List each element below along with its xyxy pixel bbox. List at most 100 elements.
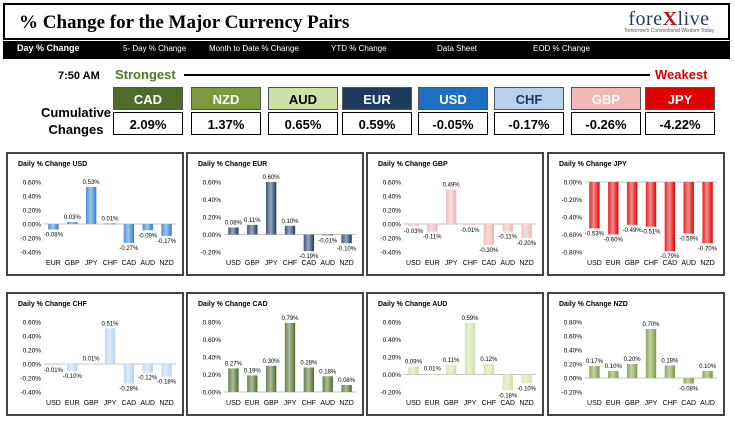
bar-usd: [408, 224, 419, 227]
x-tick-label: CHF: [663, 400, 677, 407]
data-label: -0.11%: [498, 235, 517, 241]
bar-eur: [67, 364, 78, 371]
tab-month-to-date-change[interactable]: Month to Date % Change: [209, 44, 299, 53]
x-tick-label: CAD: [481, 260, 496, 267]
y-tick-label: 0.20%: [23, 208, 42, 215]
bar-aud: [502, 224, 513, 232]
tab-eod-change[interactable]: EOD % Change: [533, 44, 590, 53]
y-tick-label: -0.60%: [561, 232, 582, 239]
chart-title: Daily % Change JPY: [559, 161, 627, 168]
data-label: -0.53%: [585, 231, 605, 237]
x-tick-label: NZD: [159, 260, 173, 267]
data-label: -0.18%: [157, 380, 177, 386]
data-label: 0.79%: [281, 316, 299, 322]
data-label: 0.03%: [64, 215, 82, 221]
data-label: -0.01%: [318, 239, 338, 245]
time-label: 7:50 AM: [58, 70, 100, 82]
data-label: -0.19%: [299, 254, 319, 260]
tile-value: 2.09%: [113, 112, 183, 135]
bar-aud: [142, 224, 153, 231]
chart-title: Daily % Change CAD: [198, 301, 268, 308]
bar-cad: [483, 224, 495, 245]
y-tick-label: -0.20%: [561, 197, 582, 204]
y-tick-label: 0.40%: [383, 194, 402, 201]
bar-nzd: [521, 224, 532, 238]
data-label: 0.19%: [244, 368, 262, 374]
x-tick-label: EUR: [425, 400, 440, 407]
tile-eur: EUR 0.59%: [342, 87, 412, 135]
data-label: 0.60%: [263, 175, 281, 181]
x-tick-label: USD: [226, 400, 241, 407]
x-tick-label: GBP: [65, 260, 80, 267]
x-tick-label: CHF: [644, 260, 658, 267]
chart-panel-1: Daily % Change EUR 0.60% 0.40% 0.20% 0.00% -0…: [186, 152, 364, 276]
data-label: 0.51%: [101, 321, 119, 327]
logo-tagline: Tomorrow's Conventional Wisdom Today: [623, 28, 714, 34]
chart-panel-6: Daily % Change AUD 0.60% 0.40% 0.20% 0.00% -0…: [366, 292, 544, 416]
bar-nzd: [161, 224, 172, 236]
bar-nzd: [521, 374, 532, 384]
tile-currency-label: JPY: [645, 87, 715, 110]
bar-nzd: [702, 182, 713, 244]
tab-data-sheet[interactable]: Data Sheet: [437, 44, 478, 53]
y-tick-label: -0.20%: [20, 236, 41, 243]
tab-5-day-change[interactable]: 5- Day % Change: [123, 44, 187, 53]
bar-chart: 0.60% 0.40% 0.20% 0.00% -0.20% 0.08% USD 0.11% G…: [200, 175, 357, 267]
chart-panel-5: Daily % Change CAD 0.80% 0.60% 0.40% 0.20% 0.…: [186, 292, 364, 416]
tile-value: 0.65%: [268, 112, 338, 135]
bar-jpy: [265, 182, 277, 235]
y-tick-label: 0.20%: [383, 355, 402, 362]
y-tick-label: -0.80%: [561, 250, 582, 257]
data-label: 0.10%: [281, 219, 299, 225]
x-tick-label: CAD: [500, 400, 515, 407]
data-label: 0.27%: [225, 361, 243, 367]
tile-currency-label: GBP: [571, 87, 641, 110]
tile-currency-label: USD: [418, 87, 488, 110]
bar-chf: [664, 365, 676, 378]
chart-title: Daily % Change EUR: [198, 161, 268, 168]
page-title: % Change for the Major Currency Pairs: [19, 12, 350, 33]
nav-bar: Day % Change 5- Day % Change Month to Da…: [3, 41, 730, 59]
y-tick-label: 0.00%: [564, 180, 583, 187]
x-tick-label: CHF: [463, 260, 477, 267]
bar-aud: [322, 376, 333, 392]
data-label: -0.27%: [119, 246, 139, 252]
bar-usd: [48, 364, 59, 365]
y-tick-label: 0.40%: [203, 197, 222, 204]
bar-chart: 0.60% 0.40% 0.20% 0.00% -0.20% -0.40% -0.03% US…: [380, 180, 536, 268]
x-tick-label: JPY: [645, 400, 658, 407]
data-label: -0.59%: [679, 237, 699, 243]
data-label: -0.18%: [498, 393, 518, 399]
bar-cad: [683, 378, 694, 384]
data-label: 0.11%: [443, 358, 460, 364]
bar-gbp: [85, 363, 97, 365]
bar-cad: [123, 224, 135, 243]
x-tick-label: NZD: [339, 260, 353, 267]
tab-day-change[interactable]: Day % Change: [17, 43, 80, 53]
x-tick-label: AUD: [140, 260, 155, 267]
strength-arrow-line: [184, 74, 650, 76]
chart-panel-4: Daily % Change CHF 0.60% 0.40% 0.20% 0.00% -0…: [6, 292, 184, 416]
data-label: -0.30%: [479, 248, 499, 254]
data-label: -0.10%: [337, 246, 357, 252]
chart-title: Daily % Change AUD: [378, 301, 448, 308]
chart-title: Daily % Change NZD: [559, 301, 628, 308]
tile-value: -0.26%: [571, 112, 641, 135]
x-tick-label: JPY: [445, 260, 458, 267]
y-tick-label: -0.20%: [380, 236, 401, 243]
x-tick-label: USD: [406, 400, 421, 407]
data-label: -0.12%: [138, 375, 158, 381]
tile-value: -4.22%: [645, 112, 715, 135]
data-label: 0.11%: [244, 218, 261, 224]
tab-ytd-change[interactable]: YTD % Change: [331, 44, 387, 53]
data-label: 0.01%: [83, 356, 101, 362]
bar-eur: [427, 373, 438, 375]
bar-chart: 0.80% 0.60% 0.40% 0.20% 0.00% 0.27% USD 0.19% EU…: [203, 316, 356, 407]
y-tick-label: 0.40%: [23, 334, 42, 341]
data-label: 0.18%: [319, 369, 337, 375]
chart-panel-0: Daily % Change USD 0.60% 0.40% 0.20% 0.00% -0…: [6, 152, 184, 276]
bar-chf: [284, 225, 296, 235]
bar-jpy: [645, 329, 657, 378]
y-tick-label: 0.00%: [203, 390, 222, 397]
x-tick-label: USD: [406, 260, 421, 267]
